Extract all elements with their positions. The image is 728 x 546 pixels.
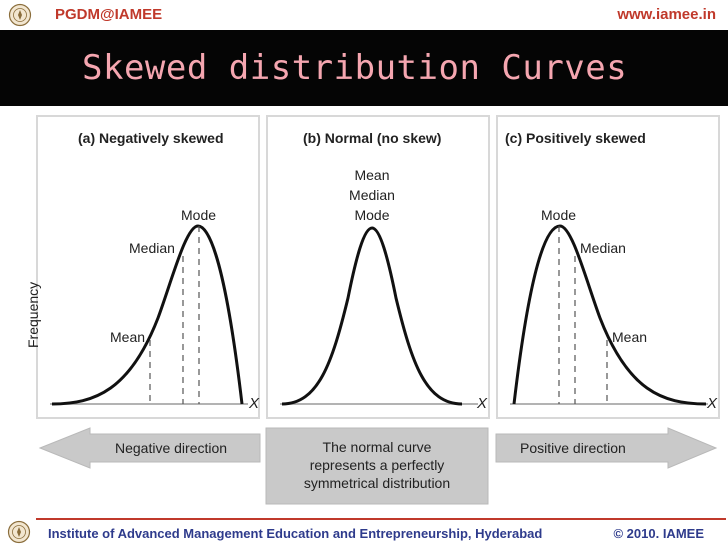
panel-frame-b bbox=[266, 115, 490, 419]
title-band bbox=[0, 30, 728, 106]
panel-c-mean-label: Mean bbox=[612, 329, 647, 345]
panel-b-curve bbox=[281, 226, 463, 406]
panel-c-median-label: Median bbox=[580, 240, 626, 256]
panel-a-curve bbox=[51, 224, 244, 406]
negative-direction-arrow bbox=[38, 427, 261, 469]
negative-direction-label: Negative direction bbox=[115, 440, 227, 456]
y-axis-label: Frequency bbox=[25, 282, 41, 348]
panel-b-median-label: Median bbox=[349, 187, 395, 203]
header-bar bbox=[0, 0, 728, 28]
normal-explanation-line-3: symmetrical distribution bbox=[304, 475, 450, 491]
institute-seal-icon bbox=[7, 520, 31, 544]
normal-explanation-box bbox=[265, 427, 489, 505]
slide-title: Skewed distribution Curves bbox=[82, 48, 628, 88]
normal-explanation-line-2: represents a perfectly bbox=[310, 457, 445, 473]
footer-institute: Institute of Advanced Management Educati… bbox=[48, 526, 543, 541]
skew-diagram: Frequency (a) Negatively skewed (b) Norm… bbox=[25, 115, 720, 505]
website-link[interactable]: www.iamee.in bbox=[617, 6, 716, 23]
panel-a-mean-label: Mean bbox=[110, 329, 145, 345]
panel-frame-c bbox=[496, 115, 720, 419]
panel-title-b: (b) Normal (no skew) bbox=[303, 130, 441, 146]
panel-title-a: (a) Negatively skewed bbox=[78, 130, 224, 146]
footer-copyright: © 2010. IAMEE bbox=[613, 526, 704, 541]
panel-a-x-label: X bbox=[248, 395, 260, 412]
panel-title-c: (c) Positively skewed bbox=[505, 130, 646, 146]
panel-b-mode-label: Mode bbox=[354, 207, 389, 223]
panel-a-median-label: Median bbox=[129, 240, 175, 256]
panel-frame-a bbox=[36, 115, 260, 419]
institute-seal-icon bbox=[8, 3, 32, 27]
panel-b-x-label: X bbox=[476, 395, 488, 412]
positive-direction-label: Positive direction bbox=[520, 440, 626, 456]
panel-b-mean-label: Mean bbox=[354, 167, 389, 183]
panel-a-mode-label: Mode bbox=[181, 207, 216, 223]
program-label: PGDM@IAMEE bbox=[55, 6, 163, 23]
panel-c-curve bbox=[512, 224, 707, 406]
panel-c-mode-label: Mode bbox=[541, 207, 576, 223]
panel-c-x-label: X bbox=[706, 395, 718, 412]
normal-explanation-line-1: The normal curve bbox=[323, 439, 432, 455]
positive-direction-arrow bbox=[495, 427, 718, 469]
footer-divider bbox=[36, 518, 726, 520]
